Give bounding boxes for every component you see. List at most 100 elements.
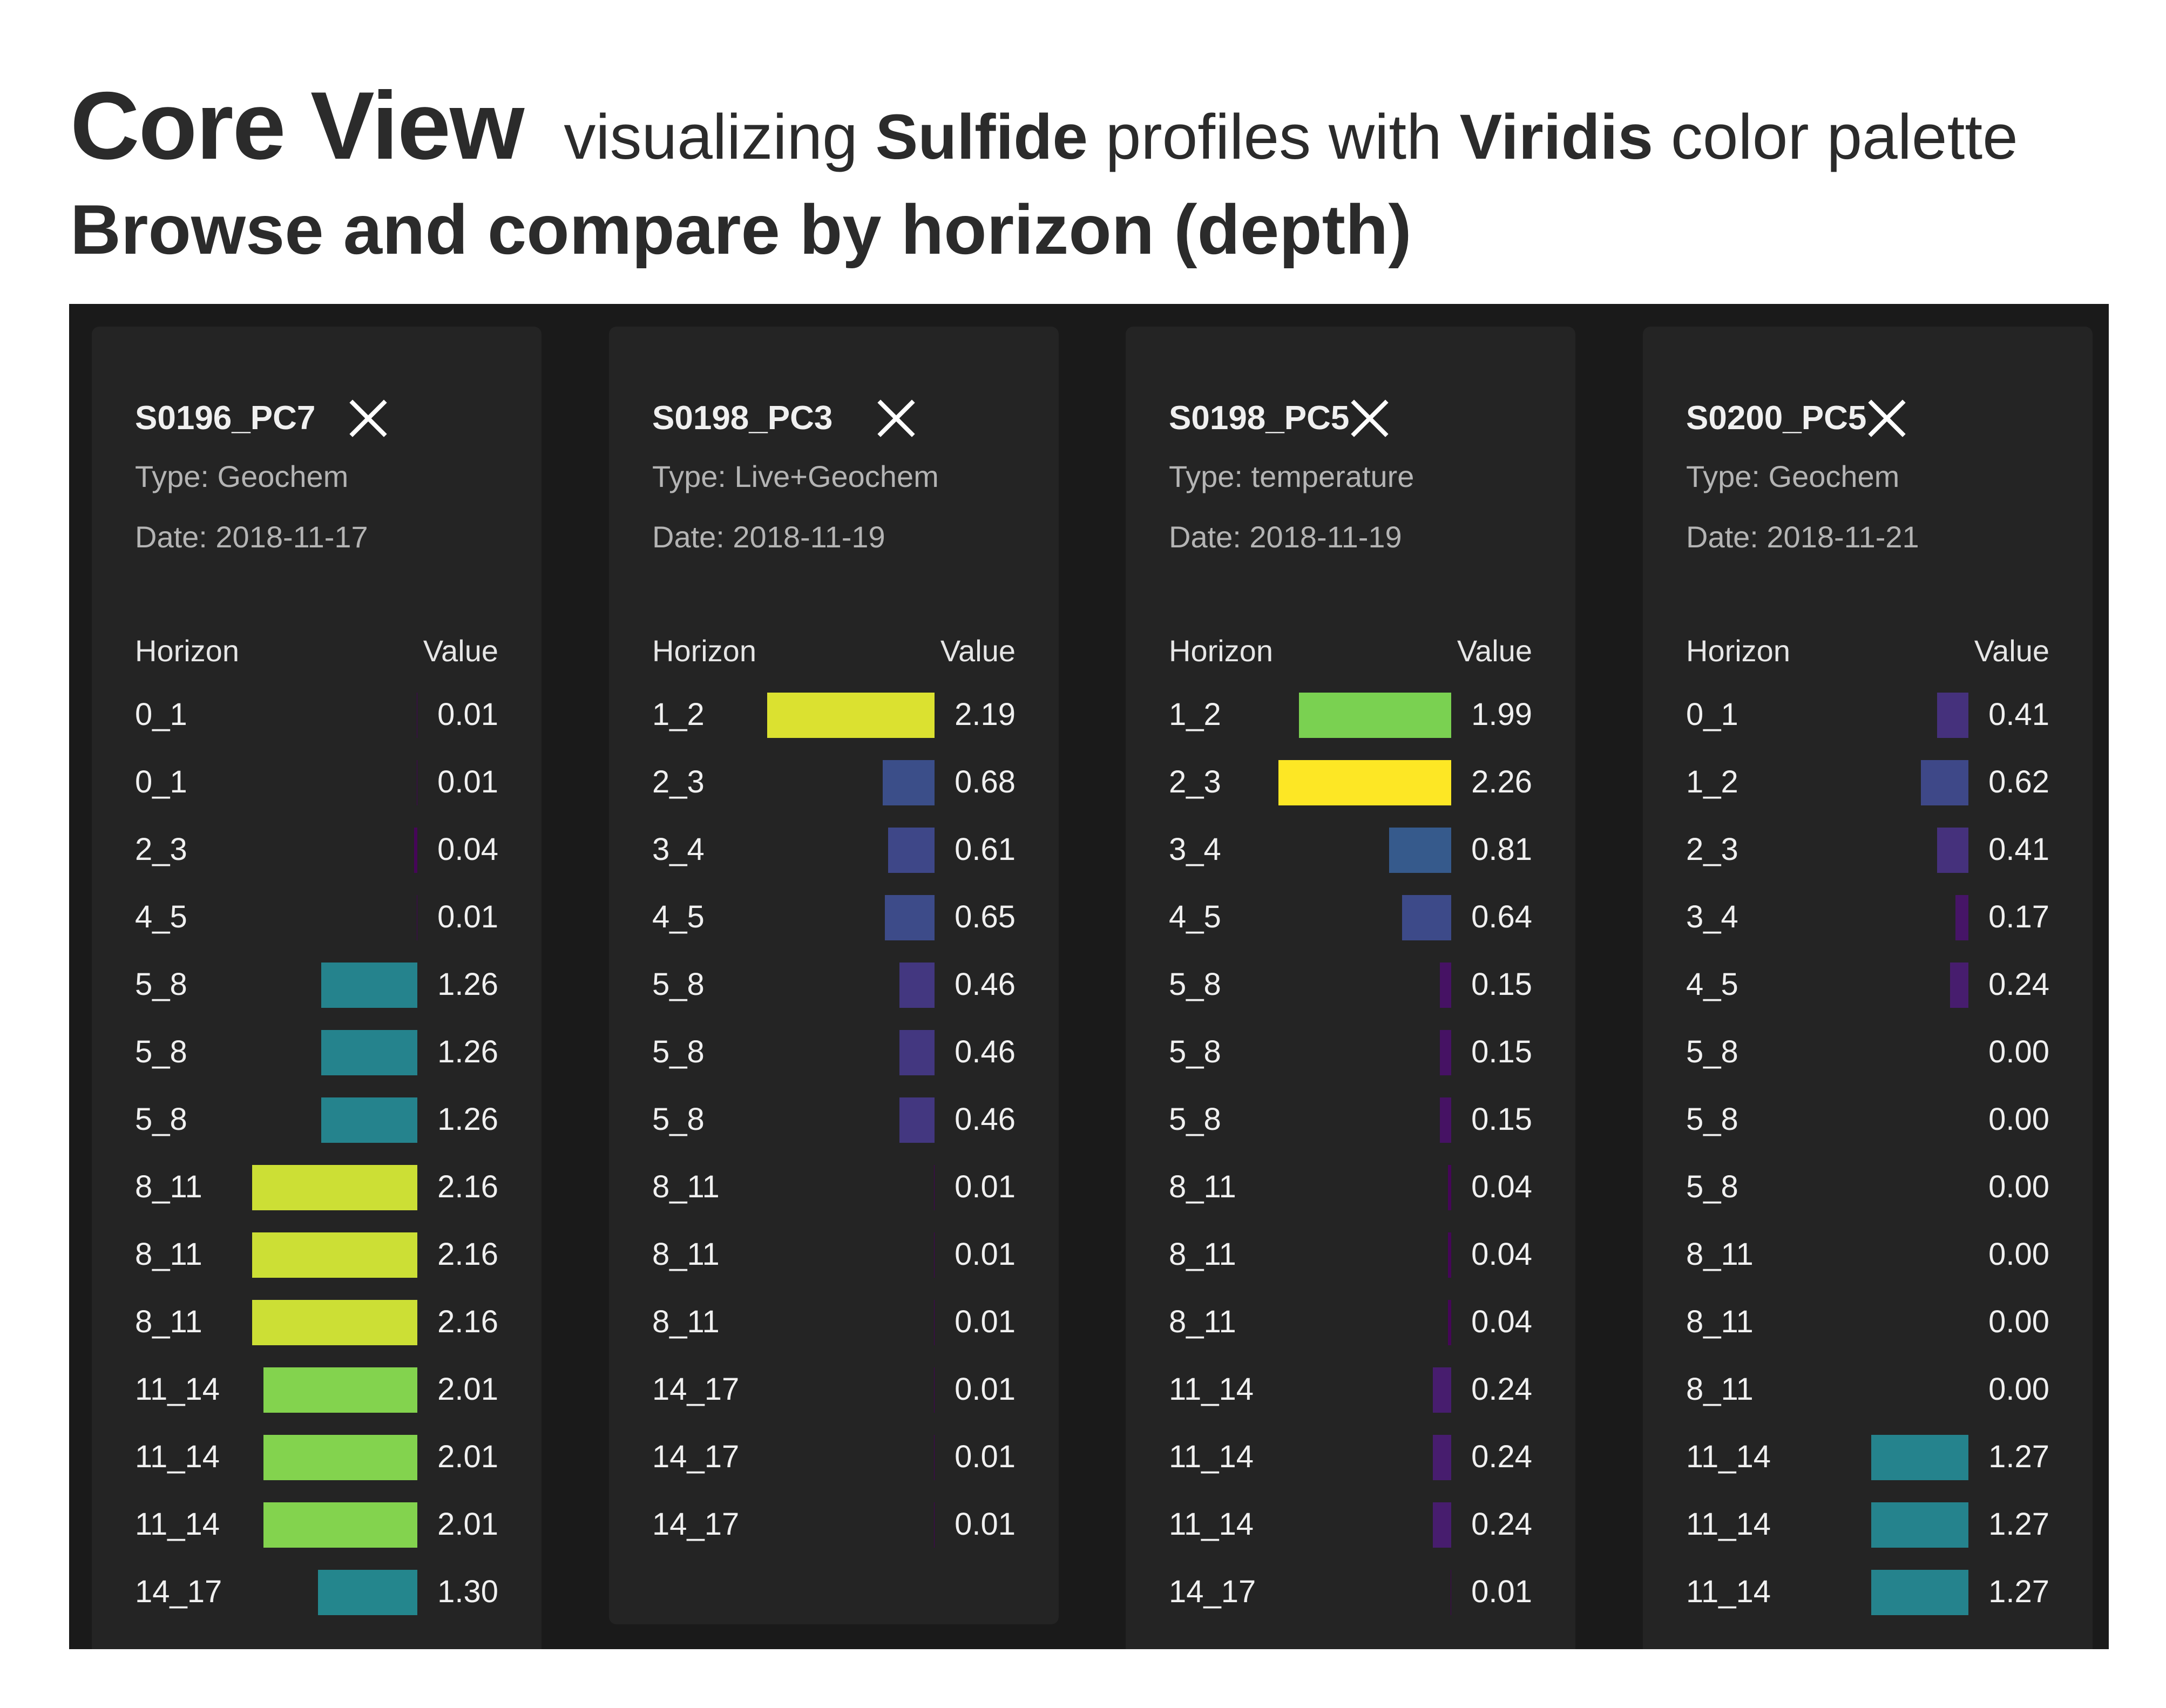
value-label: 0.24 <box>1471 1439 1532 1474</box>
horizon-label: 5_8 <box>652 1102 705 1137</box>
horizon-label: 8_11 <box>1686 1237 1754 1272</box>
value-bar <box>934 1435 935 1480</box>
close-icon[interactable] <box>1867 398 1907 438</box>
horizon-label: 8_11 <box>135 1304 202 1339</box>
horizon-label: 1_2 <box>1169 697 1221 732</box>
value-bar <box>321 1030 417 1075</box>
value-label: 0.00 <box>1988 1304 2049 1339</box>
column-header-horizon: Horizon <box>1169 634 1273 668</box>
core-card: S0196_PC7 Type: Geochem Date: 2018-11-17 Ho… <box>92 327 542 1649</box>
horizon-label: 8_11 <box>1169 1237 1236 1272</box>
column-header-horizon: Horizon <box>135 634 239 668</box>
horizon-label: 4_5 <box>135 899 187 934</box>
value-label: 1.26 <box>437 1034 498 1069</box>
value-bar <box>414 828 417 873</box>
value-bar <box>263 1367 417 1413</box>
horizon-row: 11_14 1.27 <box>1643 1490 2093 1558</box>
horizon-row: 8_11 0.01 <box>609 1288 1059 1355</box>
horizon-label: 2_3 <box>1686 832 1738 867</box>
value-label: 2.16 <box>437 1237 498 1272</box>
sample-id: S0198_PC5 <box>1169 399 1350 437</box>
horizon-label: 5_8 <box>1686 1102 1738 1137</box>
value-label: 0.17 <box>1988 899 2049 934</box>
value-bar <box>252 1165 417 1210</box>
value-label: 0.04 <box>1471 1169 1532 1204</box>
horizon-label: 0_1 <box>135 697 187 732</box>
value-label: 0.01 <box>955 1439 1016 1474</box>
value-label: 0.68 <box>955 764 1016 799</box>
horizon-row: 8_11 2.16 <box>92 1153 542 1221</box>
value-label: 0.01 <box>955 1169 1016 1204</box>
horizon-label: 1_2 <box>1686 764 1738 799</box>
horizon-label: 3_4 <box>1686 899 1738 934</box>
close-icon[interactable] <box>1350 398 1390 438</box>
value-label: 0.41 <box>1988 697 2049 732</box>
horizon-row: 5_8 0.00 <box>1643 1018 2093 1086</box>
value-label: 2.01 <box>437 1507 498 1542</box>
horizon-label: 4_5 <box>1169 899 1221 934</box>
value-bar <box>767 693 935 738</box>
value-bar <box>1433 1367 1451 1413</box>
value-label: 0.46 <box>955 1102 1016 1137</box>
value-label: 1.27 <box>1988 1574 2049 1609</box>
horizon-row: 8_11 0.04 <box>1126 1288 1575 1355</box>
horizon-row: 11_14 0.24 <box>1126 1423 1575 1490</box>
value-label: 0.64 <box>1471 899 1532 934</box>
value-label: 0.46 <box>955 967 1016 1002</box>
value-bar <box>318 1570 417 1615</box>
horizon-label: 8_11 <box>135 1169 202 1204</box>
horizon-label: 2_3 <box>135 832 187 867</box>
column-header-value: Value <box>940 634 1016 668</box>
horizon-label: 5_8 <box>1686 1169 1738 1204</box>
value-bar <box>263 1502 417 1548</box>
horizon-row: 14_17 0.01 <box>609 1355 1059 1423</box>
horizon-row: 8_11 2.16 <box>92 1221 542 1288</box>
value-label: 0.24 <box>1471 1507 1532 1542</box>
horizon-row: 8_11 0.00 <box>1643 1355 2093 1423</box>
horizon-row: 11_14 2.01 <box>92 1423 542 1490</box>
horizon-row: 3_4 0.81 <box>1126 816 1575 883</box>
horizon-list: 0_1 0.41 1_2 0.62 2_3 0.41 3_4 0.17 4_5 0.24 5_8 0.… <box>1643 681 2093 1625</box>
horizon-label: 5_8 <box>135 1034 187 1069</box>
value-label: 0.00 <box>1988 1102 2049 1137</box>
value-label: 0.01 <box>1471 1574 1532 1609</box>
horizon-list: 1_2 1.99 2_3 2.26 3_4 0.81 4_5 0.64 5_8 0.15 5_8 0.… <box>1126 681 1575 1625</box>
value-label: 2.26 <box>1471 764 1532 799</box>
page-description: visualizing Sulfide profiles with Viridi… <box>564 100 2018 174</box>
value-label: 0.15 <box>1471 1034 1532 1069</box>
close-icon[interactable] <box>348 398 388 438</box>
sample-type: Type: temperature <box>1169 459 1414 493</box>
horizon-row: 3_4 0.17 <box>1643 883 2093 951</box>
horizon-row: 8_11 0.04 <box>1126 1153 1575 1221</box>
horizon-row: 1_2 2.19 <box>609 681 1059 748</box>
horizon-row: 4_5 0.64 <box>1126 883 1575 951</box>
value-label: 0.01 <box>955 1372 1016 1407</box>
horizon-row: 8_11 0.04 <box>1126 1221 1575 1288</box>
value-bar <box>934 1367 935 1413</box>
horizon-row: 11_14 1.27 <box>1643 1423 2093 1490</box>
horizon-row: 4_5 0.65 <box>609 883 1059 951</box>
horizon-row: 11_14 2.01 <box>92 1355 542 1423</box>
value-label: 0.00 <box>1988 1034 2049 1069</box>
horizon-row: 4_5 0.24 <box>1643 951 2093 1018</box>
value-bar <box>1448 1300 1451 1345</box>
value-label: 0.01 <box>955 1237 1016 1272</box>
value-bar <box>1448 1165 1451 1210</box>
value-bar <box>1440 1097 1451 1143</box>
horizon-row: 14_17 0.01 <box>609 1490 1059 1558</box>
close-icon[interactable] <box>876 398 916 438</box>
value-label: 1.30 <box>437 1574 498 1609</box>
value-label: 0.04 <box>437 832 498 867</box>
card-header: S0198_PC3 <box>652 389 1037 448</box>
sample-type: Type: Live+Geochem <box>652 459 939 493</box>
value-label: 0.15 <box>1471 1102 1532 1137</box>
value-bar <box>934 1232 935 1278</box>
value-label: 0.46 <box>955 1034 1016 1069</box>
value-label: 1.26 <box>437 1102 498 1137</box>
horizon-label: 14_17 <box>652 1507 740 1542</box>
horizon-label: 8_11 <box>1169 1169 1236 1204</box>
value-label: 0.24 <box>1471 1372 1532 1407</box>
page-subtitle: Browse and compare by horizon (depth) <box>70 190 1412 269</box>
horizon-label: 8_11 <box>652 1169 720 1204</box>
value-bar <box>1950 963 1968 1008</box>
